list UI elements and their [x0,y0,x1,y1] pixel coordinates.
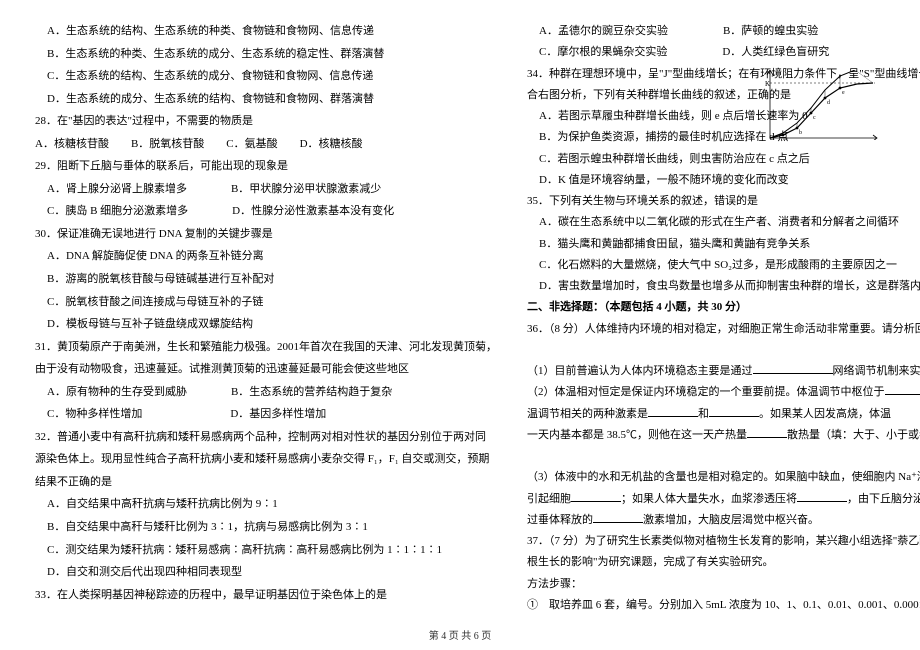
q37-line4: ① 取培养皿 6 套，编号。分别加入 5mL 浓度为 10、1、0.1、0.01… [527,594,920,615]
q34-d: D．K 值是环境容纳量，一般不随环境的变化而改变 [527,169,920,190]
blank-field [797,491,847,502]
section-2-title: 二、非选择题：（本题包括 4 小题，共 30 分） [527,296,920,317]
t: 一天内基本都是 38.5℃，则他在这一天产热量 [527,429,747,441]
q30: 30．保证准确无误地进行 DNA 复制的关键步骤是 [35,223,497,246]
q28: 28．在"基因的表达"过程中，不需要的物质是 [35,110,497,133]
t: 引起细胞 [527,493,571,505]
q32-line1: 32．普通小麦中有高秆抗病和矮秆易感病两个品种，控制两对相对性状的基因分别位于两… [35,426,497,449]
q35: 35．下列有关生物与环境关系的叙述，错误的是 [527,190,920,211]
q36-2-line2: 温调节相关的两种激素是 和 。如果某人因发高烧，体温 [527,403,920,424]
q36-3-line2: 引起细胞 ；如果人体大量失水，血浆渗透压将 ，由下丘脑分泌通 [527,488,920,509]
q33: 33．在人类探明基因神秘踪迹的历程中，最早证明基因位于染色体上的是 [35,584,497,607]
blank-field [648,406,698,417]
q36-blank-line [527,339,920,360]
option-d: D．生态系统的成分、生态系统的结构、食物链和食物网、群落演替 [35,88,497,111]
q36: 36．（8 分）人体维持内环境的相对稳定，对细胞正常生命活动非常重要。请分析回答… [527,318,920,339]
blank-field [709,406,759,417]
q36-1: （1）目前普遍认为人体内环境稳态主要是通过 网络调节机制来实现的。 [527,360,920,381]
q36-3-line1: （3）体液中的水和无机盐的含量也是相对稳定的。如果脑中缺血，使细胞内 Na⁺浓度… [527,466,920,487]
blank-field [593,512,643,523]
q37-line1: 37．（7 分）为了研究生长素类似物对植物生长发育的影响，某兴趣小组选择"萘乙酸… [527,530,920,551]
q33-ab: A．孟德尔的豌豆杂交实验 B．萨顿的蝗虫实验 [527,20,920,41]
t: 。如果某人因发高烧，体温 [759,408,891,420]
t: ；如果人体大量失水，血浆渗透压将 [621,493,797,505]
t: 温调节相关的两种激素是 [527,408,648,420]
q35-c: C．化石燃料的大量燃烧，使大气中 SO₂过多，是形成酸雨的主要原因之一 [527,254,920,275]
page-footer: 第 4 页 共 6 页 [0,627,920,642]
q36-3-line3: 过垂体释放的 激素增加，大脑皮层渴觉中枢兴奋。 [527,509,920,530]
q35-d: D．害虫数量增加时，食虫鸟数量也增多从而抑制害虫种群的增长，这是群落内的负反馈调… [527,275,920,296]
q29-cd: C．胰岛 B 细胞分泌激素增多 D．性腺分泌性激素基本没有变化 [35,200,497,223]
blank-field [747,427,787,438]
q29: 29．阻断下丘脑与垂体的联系后，可能出现的现象是 [35,155,497,178]
blank-field [571,491,621,502]
q31-line2: 由于没有动物吸食，迅速蔓延。试推测黄顶菊的迅速蔓延最可能会使这些地区 [35,358,497,381]
q32-d: D．自交和测交后代出现四种相同表现型 [35,561,497,584]
q28-options: A．核糖核苷酸 B．脱氧核苷酸 C．氨基酸 D．核糖核酸 [35,133,497,156]
q37-line3: 方法步骤： [527,573,920,594]
q32-b: B．自交结果中高秆与矮秆比例为 3∶1，抗病与易感病比例为 3∶1 [35,516,497,539]
q30-b: B．游离的脱氧核苷酸与母链碱基进行互补配对 [35,268,497,291]
q35-a: A．碳在生态系统中以二氧化碳的形式在生产者、消费者和分解者之间循环 [527,211,920,232]
blank-field [885,384,920,395]
option-b: B．生态系统的种类、生态系统的成分、生态系统的稳定性、群落演替 [35,43,497,66]
t: 散热量（填：大于、小于或者等于） [787,429,920,441]
q33-cd: C．摩尔根的果蝇杂交实验 D．人类红绿色盲研究 [527,41,920,62]
q36-1-suffix: 网络调节机制来实现的。 [833,365,920,377]
q36-2-line3: 一天内基本都是 38.5℃，则他在这一天产热量 散热量（填：大于、小于或者等于） [527,424,920,445]
q31-cd: C．物种多样性增加 D．基因多样性增加 [35,403,497,426]
blank-field [753,363,833,374]
q35-b: B．猫头鹰和黄鼬都捕食田鼠，猫头鹰和黄鼬有竞争关系 [527,233,920,254]
q37-line2: 根生长的影响"为研究课题，完成了有关实验研究。 [527,551,920,572]
q30-c: C．脱氧核苷酸之间连接成与母链互补的子链 [35,291,497,314]
growth-curve-chart: Kabcde012345678 [765,70,880,140]
q36-1-text: （1）目前普遍认为人体内环境稳态主要是通过 [527,365,753,377]
svg-text:e: e [842,90,845,96]
t: 激素增加，大脑皮层渴觉中枢兴奋。 [643,514,819,526]
q36-blank-line2 [527,445,920,466]
svg-text:K: K [765,80,770,88]
svg-text:c: c [813,115,816,121]
q32-a: A．自交结果中高秆抗病与矮秆抗病比例为 9∶1 [35,493,497,516]
t: ，由下丘脑分泌通 [847,493,920,505]
svg-text:d: d [827,100,830,106]
t: （2）体温相对恒定是保证内环境稳定的一个重要前提。体温调节中枢位于 [527,386,885,398]
q34-c: C．若图示蝗虫种群增长曲线，则虫害防治应在 c 点之后 [527,148,920,169]
q31-ab: A．原有物种的生存受到威胁 B．生态系统的营养结构趋于复杂 [35,381,497,404]
q30-d: D．模板母链与互补子链盘绕成双螺旋结构 [35,313,497,336]
q29-ab: A．肾上腺分泌肾上腺素增多 B．甲状腺分泌甲状腺激素减少 [35,178,497,201]
svg-text:b: b [799,130,802,136]
option-c: C．生态系统的结构、生态系统的成分、食物链和食物网、信息传递 [35,65,497,88]
q31-line1: 31．黄顶菊原产于南美洲，生长和繁殖能力极强。2001年首次在我国的天津、河北发… [35,336,497,359]
q30-a: A．DNA 解旋酶促使 DNA 的两条互补链分离 [35,245,497,268]
left-column: A．生态系统的结构、生态系统的种类、食物链和食物网、信息传递 B．生态系统的种类… [35,20,497,615]
q32-c: C．测交结果为矮秆抗病∶矮秆易感病∶高秆抗病∶高秆易感病比例为 1∶1∶1∶1 [35,539,497,562]
t: 过垂体释放的 [527,514,593,526]
t: 和 [698,408,709,420]
q32-line2: 源染色体上。现用显性纯合子高秆抗病小麦和矮秆易感病小麦杂交得 F₁，F₁ 自交或… [35,448,497,471]
option-a: A．生态系统的结构、生态系统的种类、食物链和食物网、信息传递 [35,20,497,43]
q32-line3: 结果不正确的是 [35,471,497,494]
svg-text:a: a [785,137,788,140]
q36-2-line1: （2）体温相对恒定是保证内环境稳定的一个重要前提。体温调节中枢位于。与体 [527,381,920,402]
chart-svg: Kabcde012345678 [765,70,880,140]
